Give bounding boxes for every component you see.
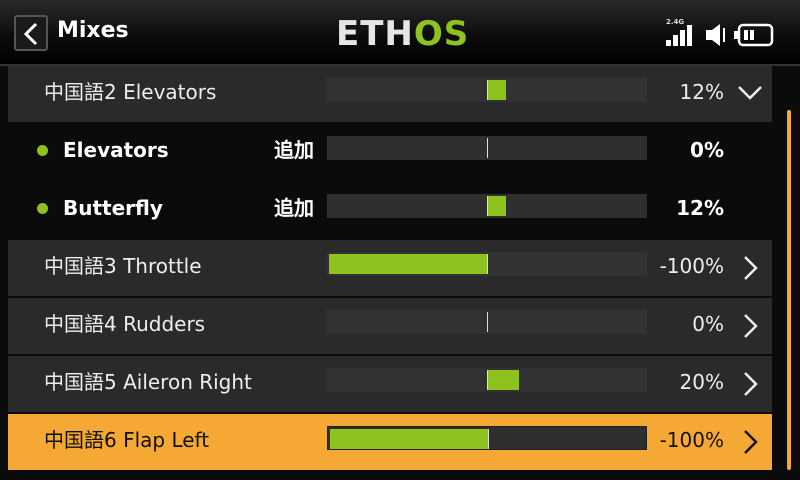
mix-name: Elevators xyxy=(63,138,169,162)
mix-name: Butterfly xyxy=(63,196,163,220)
chevron-down-icon[interactable] xyxy=(736,80,764,104)
bar-center-mark xyxy=(488,429,489,449)
chevron-right-icon[interactable] xyxy=(736,312,764,340)
signal-strength-icon xyxy=(666,25,692,46)
mix-output-bar xyxy=(327,252,647,276)
mix-output-bar xyxy=(327,368,647,392)
mix-name: 中国語6 Flap Left xyxy=(44,428,210,452)
chevron-right-icon[interactable] xyxy=(736,428,764,456)
mix-value: 20% xyxy=(679,370,724,394)
mix-operation: 追加 xyxy=(274,138,314,162)
mix-name: 中国語3 Throttle xyxy=(44,254,202,278)
speaker-icon xyxy=(706,24,725,46)
bar-fill xyxy=(329,254,487,274)
mix-operation: 追加 xyxy=(274,196,314,220)
bar-center-mark xyxy=(487,312,488,332)
mix-row[interactable]: 中国語4 Rudders 0% xyxy=(8,298,772,354)
chevron-left-icon xyxy=(23,22,38,46)
mix-value: 0% xyxy=(690,138,724,162)
mix-output-bar xyxy=(327,426,647,450)
back-button[interactable] xyxy=(14,15,48,51)
mix-value: -100% xyxy=(659,254,724,278)
scrollbar[interactable] xyxy=(787,110,791,470)
bar-fill xyxy=(487,196,506,216)
mix-row[interactable]: 中国語3 Throttle -100% xyxy=(8,240,772,296)
top-bar: Mixes ETHOS 2.4G xyxy=(0,0,800,66)
ethos-logo: ETHOS xyxy=(336,14,470,54)
battery-icon xyxy=(734,23,774,47)
bar-center-mark xyxy=(487,254,488,274)
bar-fill xyxy=(330,429,488,449)
page-title: Mixes xyxy=(57,18,129,43)
sub-mix-row[interactable]: Elevators 追加 0% xyxy=(8,124,772,180)
active-dot xyxy=(37,203,48,214)
mix-output-bar xyxy=(327,310,647,334)
mix-value: 0% xyxy=(692,312,724,336)
mix-list: 中国語2 Elevators 12% Elevators 追加 0% Butte… xyxy=(8,66,772,472)
mix-row-selected[interactable]: 中国語6 Flap Left -100% xyxy=(8,414,772,470)
chevron-right-icon[interactable] xyxy=(736,254,764,282)
bar-center-mark xyxy=(487,370,488,390)
chevron-right-icon[interactable] xyxy=(736,370,764,398)
active-dot xyxy=(37,145,48,156)
mix-name: 中国語4 Rudders xyxy=(44,312,206,336)
mix-value: 12% xyxy=(679,80,724,104)
sub-mix-row[interactable]: Butterfly 追加 12% xyxy=(8,182,772,238)
mix-name: 中国語5 Aileron Right xyxy=(44,370,252,394)
bar-center-mark xyxy=(487,196,488,216)
mix-name: 中国語2 Elevators xyxy=(44,80,217,104)
status-area: 2.4G xyxy=(666,16,786,48)
mix-value: -100% xyxy=(659,428,724,452)
bar-center-mark xyxy=(487,80,488,100)
mix-output-bar xyxy=(327,194,647,218)
mix-value: 12% xyxy=(676,196,724,220)
mix-row[interactable]: 中国語2 Elevators 12% xyxy=(8,66,772,122)
bar-fill xyxy=(487,80,506,100)
mix-output-bar xyxy=(327,136,647,160)
mix-output-bar xyxy=(327,78,647,102)
bar-fill xyxy=(487,370,519,390)
radio-band-label: 2.4G xyxy=(666,18,685,26)
bar-center-mark xyxy=(487,138,488,158)
mix-row[interactable]: 中国語5 Aileron Right 20% xyxy=(8,356,772,412)
